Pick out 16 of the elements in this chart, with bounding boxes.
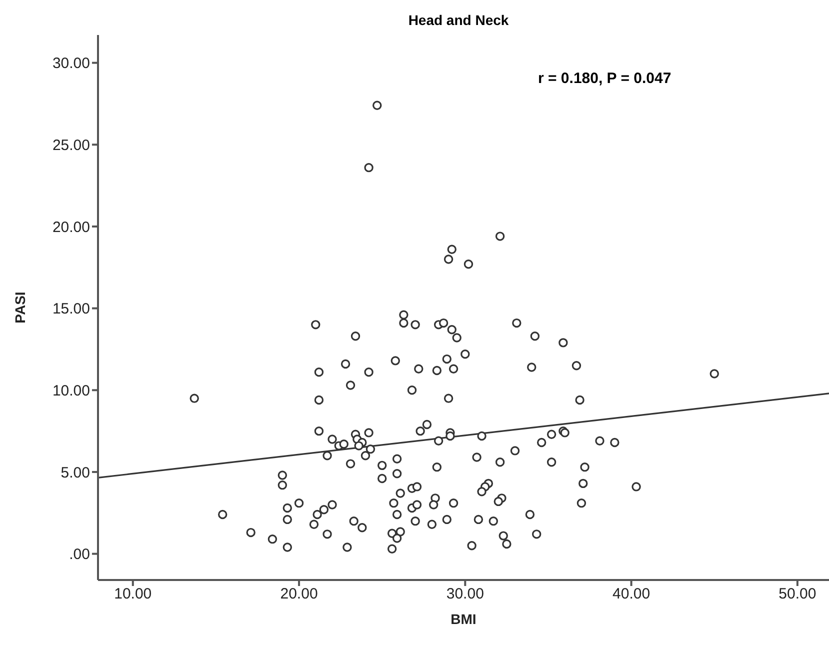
x-tick-label: 30.00 — [446, 586, 484, 603]
x-axis-title: BMI — [450, 611, 476, 627]
x-tick-label: 40.00 — [612, 586, 650, 603]
y-tick-label: 25.00 — [52, 136, 90, 154]
y-tick-label: 15.00 — [52, 300, 90, 318]
y-tick-label: .00 — [69, 546, 90, 564]
y-tick-label: 30.00 — [52, 55, 90, 72]
x-tick-label: 20.00 — [280, 586, 318, 603]
annotation: r = 0.180, P = 0.047 — [538, 70, 672, 87]
x-tick-label: 50.00 — [778, 586, 816, 603]
y-axis-title: PASI — [12, 292, 28, 324]
y-tick-label: 20.00 — [52, 218, 90, 236]
y-tick-label: 5.00 — [60, 464, 90, 482]
chart-title: Head and Neck — [407, 12, 510, 28]
x-tick-label: 10.00 — [114, 586, 152, 603]
y-tick-label: 10.00 — [52, 382, 90, 400]
